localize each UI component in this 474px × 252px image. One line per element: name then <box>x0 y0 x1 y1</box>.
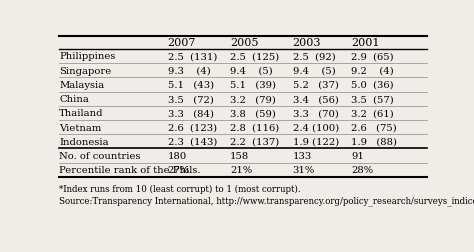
Text: 2007: 2007 <box>168 38 196 48</box>
Text: 5.0  (36): 5.0 (36) <box>351 81 394 89</box>
Text: 2001: 2001 <box>351 38 380 48</box>
Text: 27%: 27% <box>168 166 190 175</box>
Text: 9.4    (5): 9.4 (5) <box>292 67 335 75</box>
Text: 3.5   (72): 3.5 (72) <box>168 95 213 104</box>
Text: 2.4 (100): 2.4 (100) <box>292 123 339 132</box>
Text: 28%: 28% <box>351 166 374 175</box>
Text: 1.9 (122): 1.9 (122) <box>292 137 339 146</box>
Text: 2.5  (125): 2.5 (125) <box>230 52 279 61</box>
Text: 3.4   (56): 3.4 (56) <box>292 95 338 104</box>
Text: 3.2  (61): 3.2 (61) <box>351 109 394 118</box>
Text: 2003: 2003 <box>292 38 321 48</box>
Text: Thailand: Thailand <box>59 109 104 118</box>
Text: 133: 133 <box>292 151 312 160</box>
Text: 2.6   (75): 2.6 (75) <box>351 123 397 132</box>
Text: 2.3  (143): 2.3 (143) <box>168 137 217 146</box>
Text: *Index runs from 10 (least corrupt) to 1 (most corrupt).: *Index runs from 10 (least corrupt) to 1… <box>59 184 301 193</box>
Text: 2.8  (116): 2.8 (116) <box>230 123 279 132</box>
Text: 2.6  (123): 2.6 (123) <box>168 123 217 132</box>
Text: Vietnam: Vietnam <box>59 123 101 132</box>
Text: Percentile rank of the Phils.: Percentile rank of the Phils. <box>59 166 201 175</box>
Text: 3.3   (70): 3.3 (70) <box>292 109 338 118</box>
Text: Singapore: Singapore <box>59 67 111 75</box>
Text: 158: 158 <box>230 151 249 160</box>
Text: 2.5  (92): 2.5 (92) <box>292 52 335 61</box>
Text: No. of countries: No. of countries <box>59 151 141 160</box>
Text: 2.5  (131): 2.5 (131) <box>168 52 217 61</box>
Text: Indonesia: Indonesia <box>59 137 109 146</box>
Text: 2.9  (65): 2.9 (65) <box>351 52 394 61</box>
Text: 5.1   (39): 5.1 (39) <box>230 81 276 89</box>
Text: 180: 180 <box>168 151 187 160</box>
Text: 2005: 2005 <box>230 38 259 48</box>
Text: 3.8   (59): 3.8 (59) <box>230 109 276 118</box>
Text: 2.2  (137): 2.2 (137) <box>230 137 279 146</box>
Text: 3.5  (57): 3.5 (57) <box>351 95 394 104</box>
Text: 21%: 21% <box>230 166 252 175</box>
Text: Malaysia: Malaysia <box>59 81 104 89</box>
Text: 5.2   (37): 5.2 (37) <box>292 81 338 89</box>
Text: 9.4    (5): 9.4 (5) <box>230 67 273 75</box>
Text: Source:Transparency International, http://www.transparency.org/policy_research/s: Source:Transparency International, http:… <box>59 196 474 205</box>
Text: 31%: 31% <box>292 166 315 175</box>
Text: 91: 91 <box>351 151 364 160</box>
Text: 3.3   (84): 3.3 (84) <box>168 109 214 118</box>
Text: Philippines: Philippines <box>59 52 116 61</box>
Text: 9.2    (4): 9.2 (4) <box>351 67 394 75</box>
Text: 1.9   (88): 1.9 (88) <box>351 137 397 146</box>
Text: China: China <box>59 95 89 104</box>
Text: 3.2   (79): 3.2 (79) <box>230 95 276 104</box>
Text: 5.1   (43): 5.1 (43) <box>168 81 214 89</box>
Text: 9.3    (4): 9.3 (4) <box>168 67 210 75</box>
